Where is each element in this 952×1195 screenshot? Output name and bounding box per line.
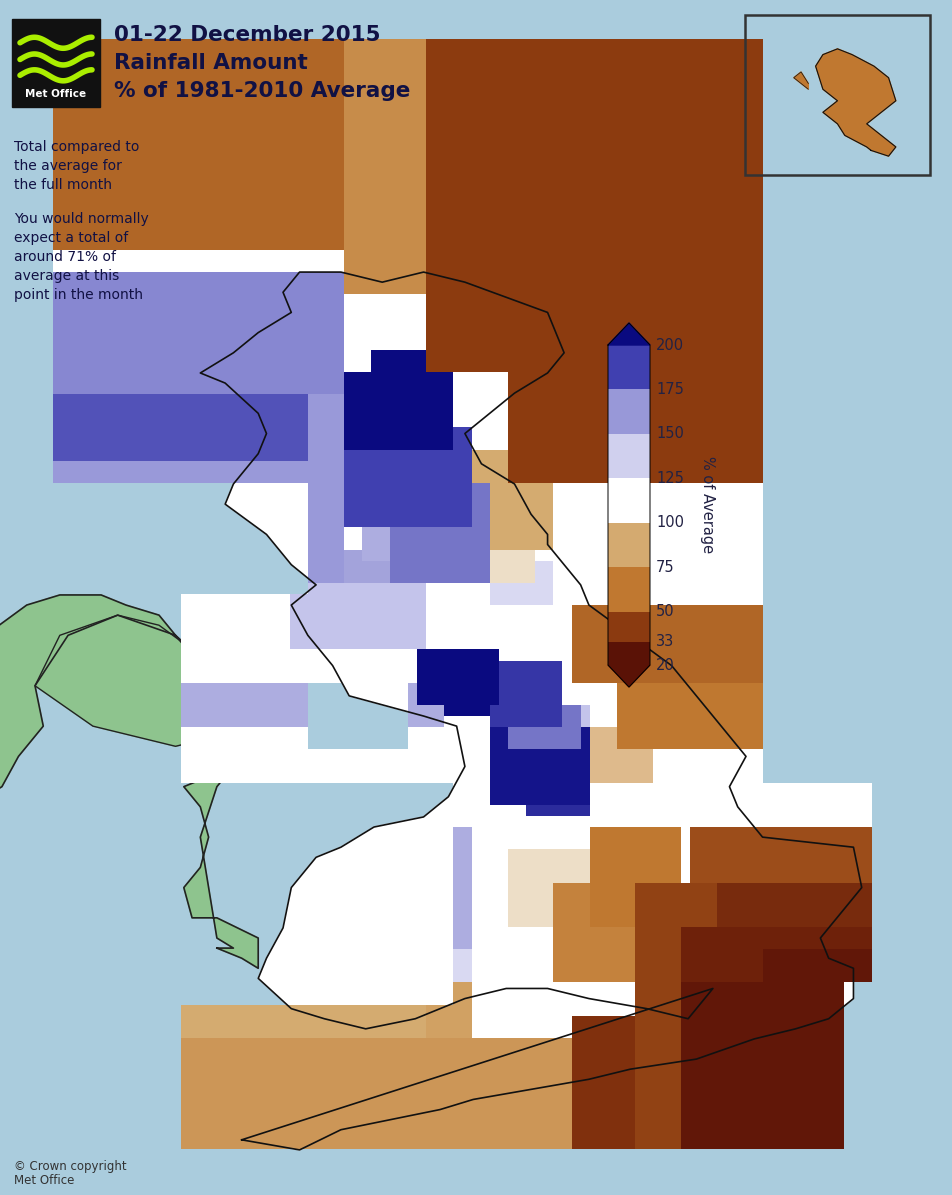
Text: 20: 20 (656, 657, 675, 673)
Polygon shape (608, 323, 650, 345)
Text: Met Office: Met Office (14, 1173, 74, 1187)
Text: 175: 175 (656, 382, 684, 397)
Bar (608, 390, 650, 434)
Text: 200: 200 (656, 337, 684, 353)
Text: Total compared to
the average for
the full month: Total compared to the average for the fu… (14, 140, 139, 192)
Polygon shape (608, 664, 650, 687)
Polygon shape (816, 49, 896, 157)
Polygon shape (200, 272, 862, 1150)
Bar (608, 642, 650, 664)
Bar (608, 568, 650, 612)
Bar (608, 478, 650, 522)
Bar (12, 19, 100, 108)
Bar (745, 16, 930, 174)
Polygon shape (0, 595, 258, 968)
Bar (608, 434, 650, 478)
Text: Met Office: Met Office (26, 88, 87, 99)
Bar (608, 345, 650, 390)
Polygon shape (35, 615, 258, 747)
Text: 100: 100 (656, 515, 684, 531)
Text: You would normally
expect a total of
around 71% of
average at this
point in the : You would normally expect a total of aro… (14, 212, 149, 302)
Bar (608, 522, 650, 568)
Text: 33: 33 (656, 635, 674, 649)
Text: 01-22 December 2015: 01-22 December 2015 (114, 25, 381, 45)
Text: 50: 50 (656, 605, 675, 619)
Text: © Crown copyright: © Crown copyright (14, 1160, 127, 1173)
Text: 75: 75 (656, 559, 675, 575)
Text: Rainfall Amount: Rainfall Amount (114, 53, 307, 73)
Text: % of Average: % of Average (701, 456, 716, 553)
Text: % of 1981-2010 Average: % of 1981-2010 Average (114, 81, 410, 102)
Bar (608, 612, 650, 642)
Text: 150: 150 (656, 427, 684, 441)
Polygon shape (794, 72, 808, 90)
Text: 125: 125 (656, 471, 684, 486)
